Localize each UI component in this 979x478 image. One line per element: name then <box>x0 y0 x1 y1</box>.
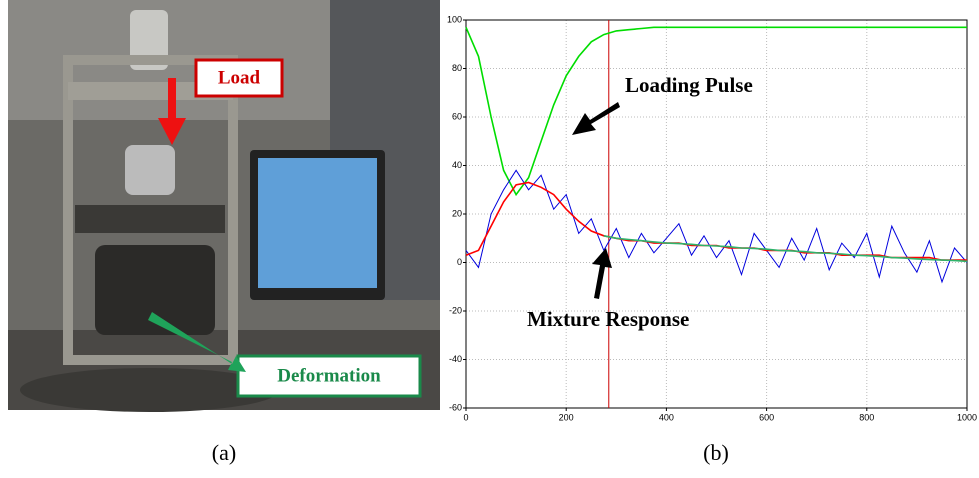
y-tick-label: 80 <box>452 63 462 73</box>
series-line <box>603 235 968 263</box>
annotation: Mixture Response <box>527 307 689 331</box>
y-tick-label: 0 <box>457 257 462 267</box>
y-tick-label: 40 <box>452 160 462 170</box>
x-tick-label: 1000 <box>957 412 977 422</box>
arrow <box>572 102 620 135</box>
x-tick-label: 800 <box>859 412 874 422</box>
photo: Load Deformation <box>8 0 440 412</box>
series-line <box>465 26 967 197</box>
arrow <box>592 248 612 299</box>
annotation: Loading Pulse <box>625 73 753 97</box>
load-label: Load <box>218 67 261 88</box>
deformation-label: Deformation <box>277 365 381 386</box>
y-tick-label: 20 <box>452 208 462 218</box>
caption: (a) <box>212 440 236 465</box>
y-tick-label: 100 <box>447 14 462 24</box>
x-tick-label: 400 <box>659 412 674 422</box>
y-tick-label: 60 <box>452 111 462 121</box>
x-tick-label: 0 <box>463 412 468 422</box>
series-line <box>465 169 968 284</box>
y-tick-label: -40 <box>449 354 462 364</box>
caption: (b) <box>703 440 729 465</box>
y-tick-label: -60 <box>449 402 462 412</box>
y-tick-label: -20 <box>449 305 462 315</box>
x-tick-label: 600 <box>759 412 774 422</box>
axes-frame <box>465 19 968 409</box>
x-tick-label: 200 <box>559 412 574 422</box>
